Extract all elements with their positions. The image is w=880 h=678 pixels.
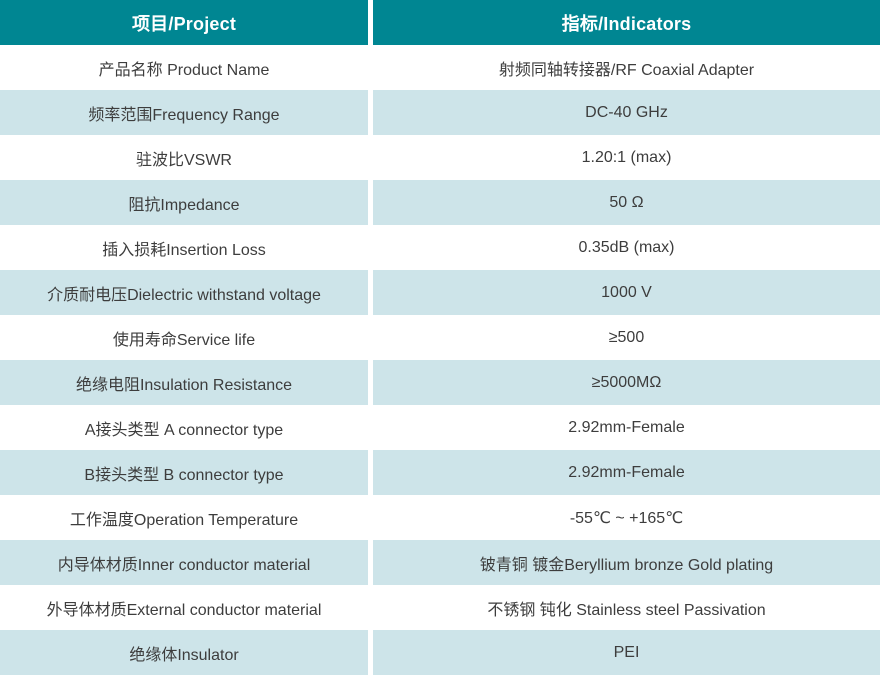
project-cell: A接头类型 A connector type [0, 405, 368, 450]
table-row: 使用寿命Service life ≥500 [0, 315, 880, 360]
project-cell: 介质耐电压Dielectric withstand voltage [0, 270, 368, 315]
indicator-cell: 1.20:1 (max) [373, 135, 880, 180]
table-row: 外导体材质External conductor material 不锈钢 钝化 … [0, 585, 880, 630]
table-header-row: 项目/Project 指标/Indicators [0, 0, 880, 45]
indicator-cell: 1000 V [373, 270, 880, 315]
table-row: 工作温度Operation Temperature -55℃ ~ +165℃ [0, 495, 880, 540]
table-row: 驻波比VSWR 1.20:1 (max) [0, 135, 880, 180]
table-row: 频率范围Frequency Range DC-40 GHz [0, 90, 880, 135]
indicator-cell: 不锈钢 钝化 Stainless steel Passivation [373, 585, 880, 630]
project-cell: B接头类型 B connector type [0, 450, 368, 495]
indicator-cell: 射频同轴转接器/RF Coaxial Adapter [373, 45, 880, 90]
project-cell: 绝缘电阻Insulation Resistance [0, 360, 368, 405]
indicator-cell: ≥5000MΩ [373, 360, 880, 405]
project-cell: 插入损耗Insertion Loss [0, 225, 368, 270]
table-row: 阻抗Impedance 50 Ω [0, 180, 880, 225]
table-row: 内导体材质Inner conductor material 铍青铜 镀金Bery… [0, 540, 880, 585]
table-row: 插入损耗Insertion Loss 0.35dB (max) [0, 225, 880, 270]
project-cell: 频率范围Frequency Range [0, 90, 368, 135]
table-body: 产品名称 Product Name 射频同轴转接器/RF Coaxial Ada… [0, 45, 880, 675]
project-cell: 绝缘体Insulator [0, 630, 368, 675]
project-cell: 工作温度Operation Temperature [0, 495, 368, 540]
project-cell: 驻波比VSWR [0, 135, 368, 180]
table-row: 介质耐电压Dielectric withstand voltage 1000 V [0, 270, 880, 315]
indicator-cell: DC-40 GHz [373, 90, 880, 135]
header-cell-indicators: 指标/Indicators [373, 0, 880, 45]
indicator-cell: -55℃ ~ +165℃ [373, 495, 880, 540]
table-row: 绝缘体Insulator PEI [0, 630, 880, 675]
project-cell: 内导体材质Inner conductor material [0, 540, 368, 585]
indicator-cell: PEI [373, 630, 880, 675]
project-cell: 产品名称 Product Name [0, 45, 368, 90]
indicator-cell: 50 Ω [373, 180, 880, 225]
table-row: B接头类型 B connector type 2.92mm-Female [0, 450, 880, 495]
indicator-cell: 2.92mm-Female [373, 405, 880, 450]
indicator-cell: 铍青铜 镀金Beryllium bronze Gold plating [373, 540, 880, 585]
indicator-cell: ≥500 [373, 315, 880, 360]
table-row: 产品名称 Product Name 射频同轴转接器/RF Coaxial Ada… [0, 45, 880, 90]
table-row: 绝缘电阻Insulation Resistance ≥5000MΩ [0, 360, 880, 405]
indicator-cell: 2.92mm-Female [373, 450, 880, 495]
table-row: A接头类型 A connector type 2.92mm-Female [0, 405, 880, 450]
project-cell: 阻抗Impedance [0, 180, 368, 225]
project-cell: 外导体材质External conductor material [0, 585, 368, 630]
project-cell: 使用寿命Service life [0, 315, 368, 360]
header-cell-project: 项目/Project [0, 0, 368, 45]
indicator-cell: 0.35dB (max) [373, 225, 880, 270]
